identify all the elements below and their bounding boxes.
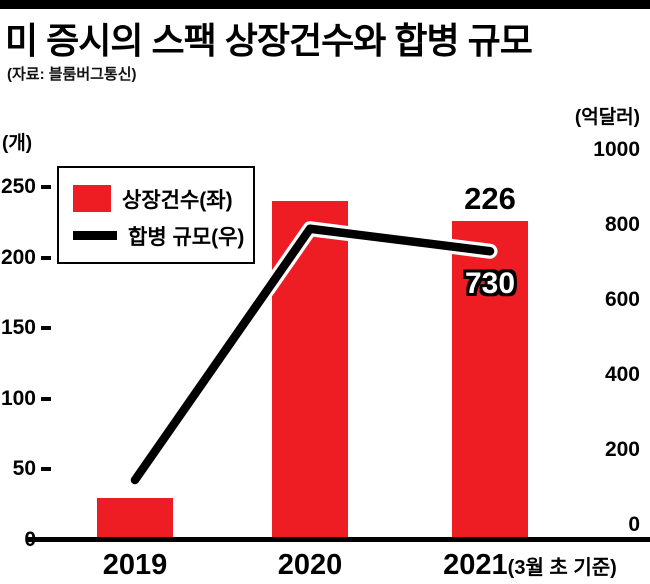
left-axis-tick-mark xyxy=(41,396,51,401)
chart-title: 미 증시의 스팩 상장건수와 합병 규모 xyxy=(5,20,533,61)
left-axis-tick-mark xyxy=(41,467,51,472)
left-axis-tick-label: 250 xyxy=(0,175,36,198)
legend: 상장건수(좌) 합병 규모(우) xyxy=(57,166,255,264)
legend-line-label: 합병 규모(우) xyxy=(128,225,245,249)
left-axis-tick-mark xyxy=(41,255,51,260)
bar-2019 xyxy=(97,497,173,540)
right-axis-tick-label: 400 xyxy=(604,363,640,386)
left-axis-tick-label: 100 xyxy=(0,386,36,410)
line-value-label: 730 xyxy=(464,267,516,301)
right-axis-tick-label: 0 xyxy=(628,513,640,536)
left-axis-tick-mark xyxy=(41,326,51,331)
top-accent-bar xyxy=(0,0,650,9)
left-axis-tick-mark xyxy=(41,185,51,189)
right-axis-tick-label: 1000 xyxy=(593,138,640,161)
legend-bar-label: 상장건수(좌) xyxy=(122,188,233,212)
legend-row-bar: 상장건수(좌) xyxy=(73,180,253,217)
x-axis-label-2020: 2020 xyxy=(277,549,343,581)
legend-line-swatch xyxy=(73,231,117,240)
bar-value-label: 226 xyxy=(464,180,516,216)
right-axis-tick-label: 800 xyxy=(604,213,640,236)
left-axis-unit: (개) xyxy=(2,133,33,154)
left-axis-tick-label: 50 xyxy=(12,457,36,481)
source-note: (자료: 블룸버그통신) xyxy=(7,66,137,83)
left-axis-tick-label: 150 xyxy=(0,316,36,340)
legend-row-line: 합병 규모(우) xyxy=(73,217,253,254)
right-axis-tick-label: 600 xyxy=(604,288,640,311)
x-axis-label-2021: 2021(3월 초 기준) xyxy=(443,549,617,581)
right-axis-tick-label: 200 xyxy=(604,438,640,461)
x-axis-line xyxy=(28,537,650,542)
x-axis-note: (3월 초 기준) xyxy=(507,557,617,579)
x-axis-label-2019: 2019 xyxy=(102,549,168,581)
right-axis-unit: (억달러) xyxy=(574,107,640,128)
left-axis-tick-label: 200 xyxy=(0,245,36,269)
legend-bar-swatch xyxy=(73,185,111,212)
bar-2020 xyxy=(272,201,348,540)
